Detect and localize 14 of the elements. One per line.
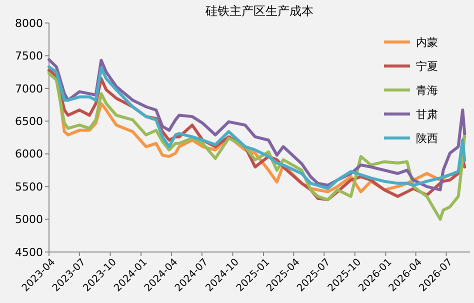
legend-label: 甘肃 (416, 108, 438, 121)
y-tick-label: 5000 (15, 213, 43, 226)
chart-title: 硅铁主产区生产成本 (204, 4, 314, 18)
y-tick-label: 5500 (15, 180, 43, 194)
y-tick-label: 8000 (15, 16, 43, 30)
legend-label: 宁夏 (416, 60, 438, 73)
legend-label: 青海 (416, 84, 438, 97)
y-tick-label: 6000 (15, 148, 43, 161)
y-tick-label: 7000 (15, 82, 43, 96)
legend-label: 陕西 (416, 132, 438, 145)
y-tick-label: 4500 (15, 246, 43, 259)
y-tick-label: 6500 (15, 114, 43, 128)
legend-label: 内蒙 (416, 36, 438, 49)
y-tick-label: 7500 (15, 50, 43, 63)
